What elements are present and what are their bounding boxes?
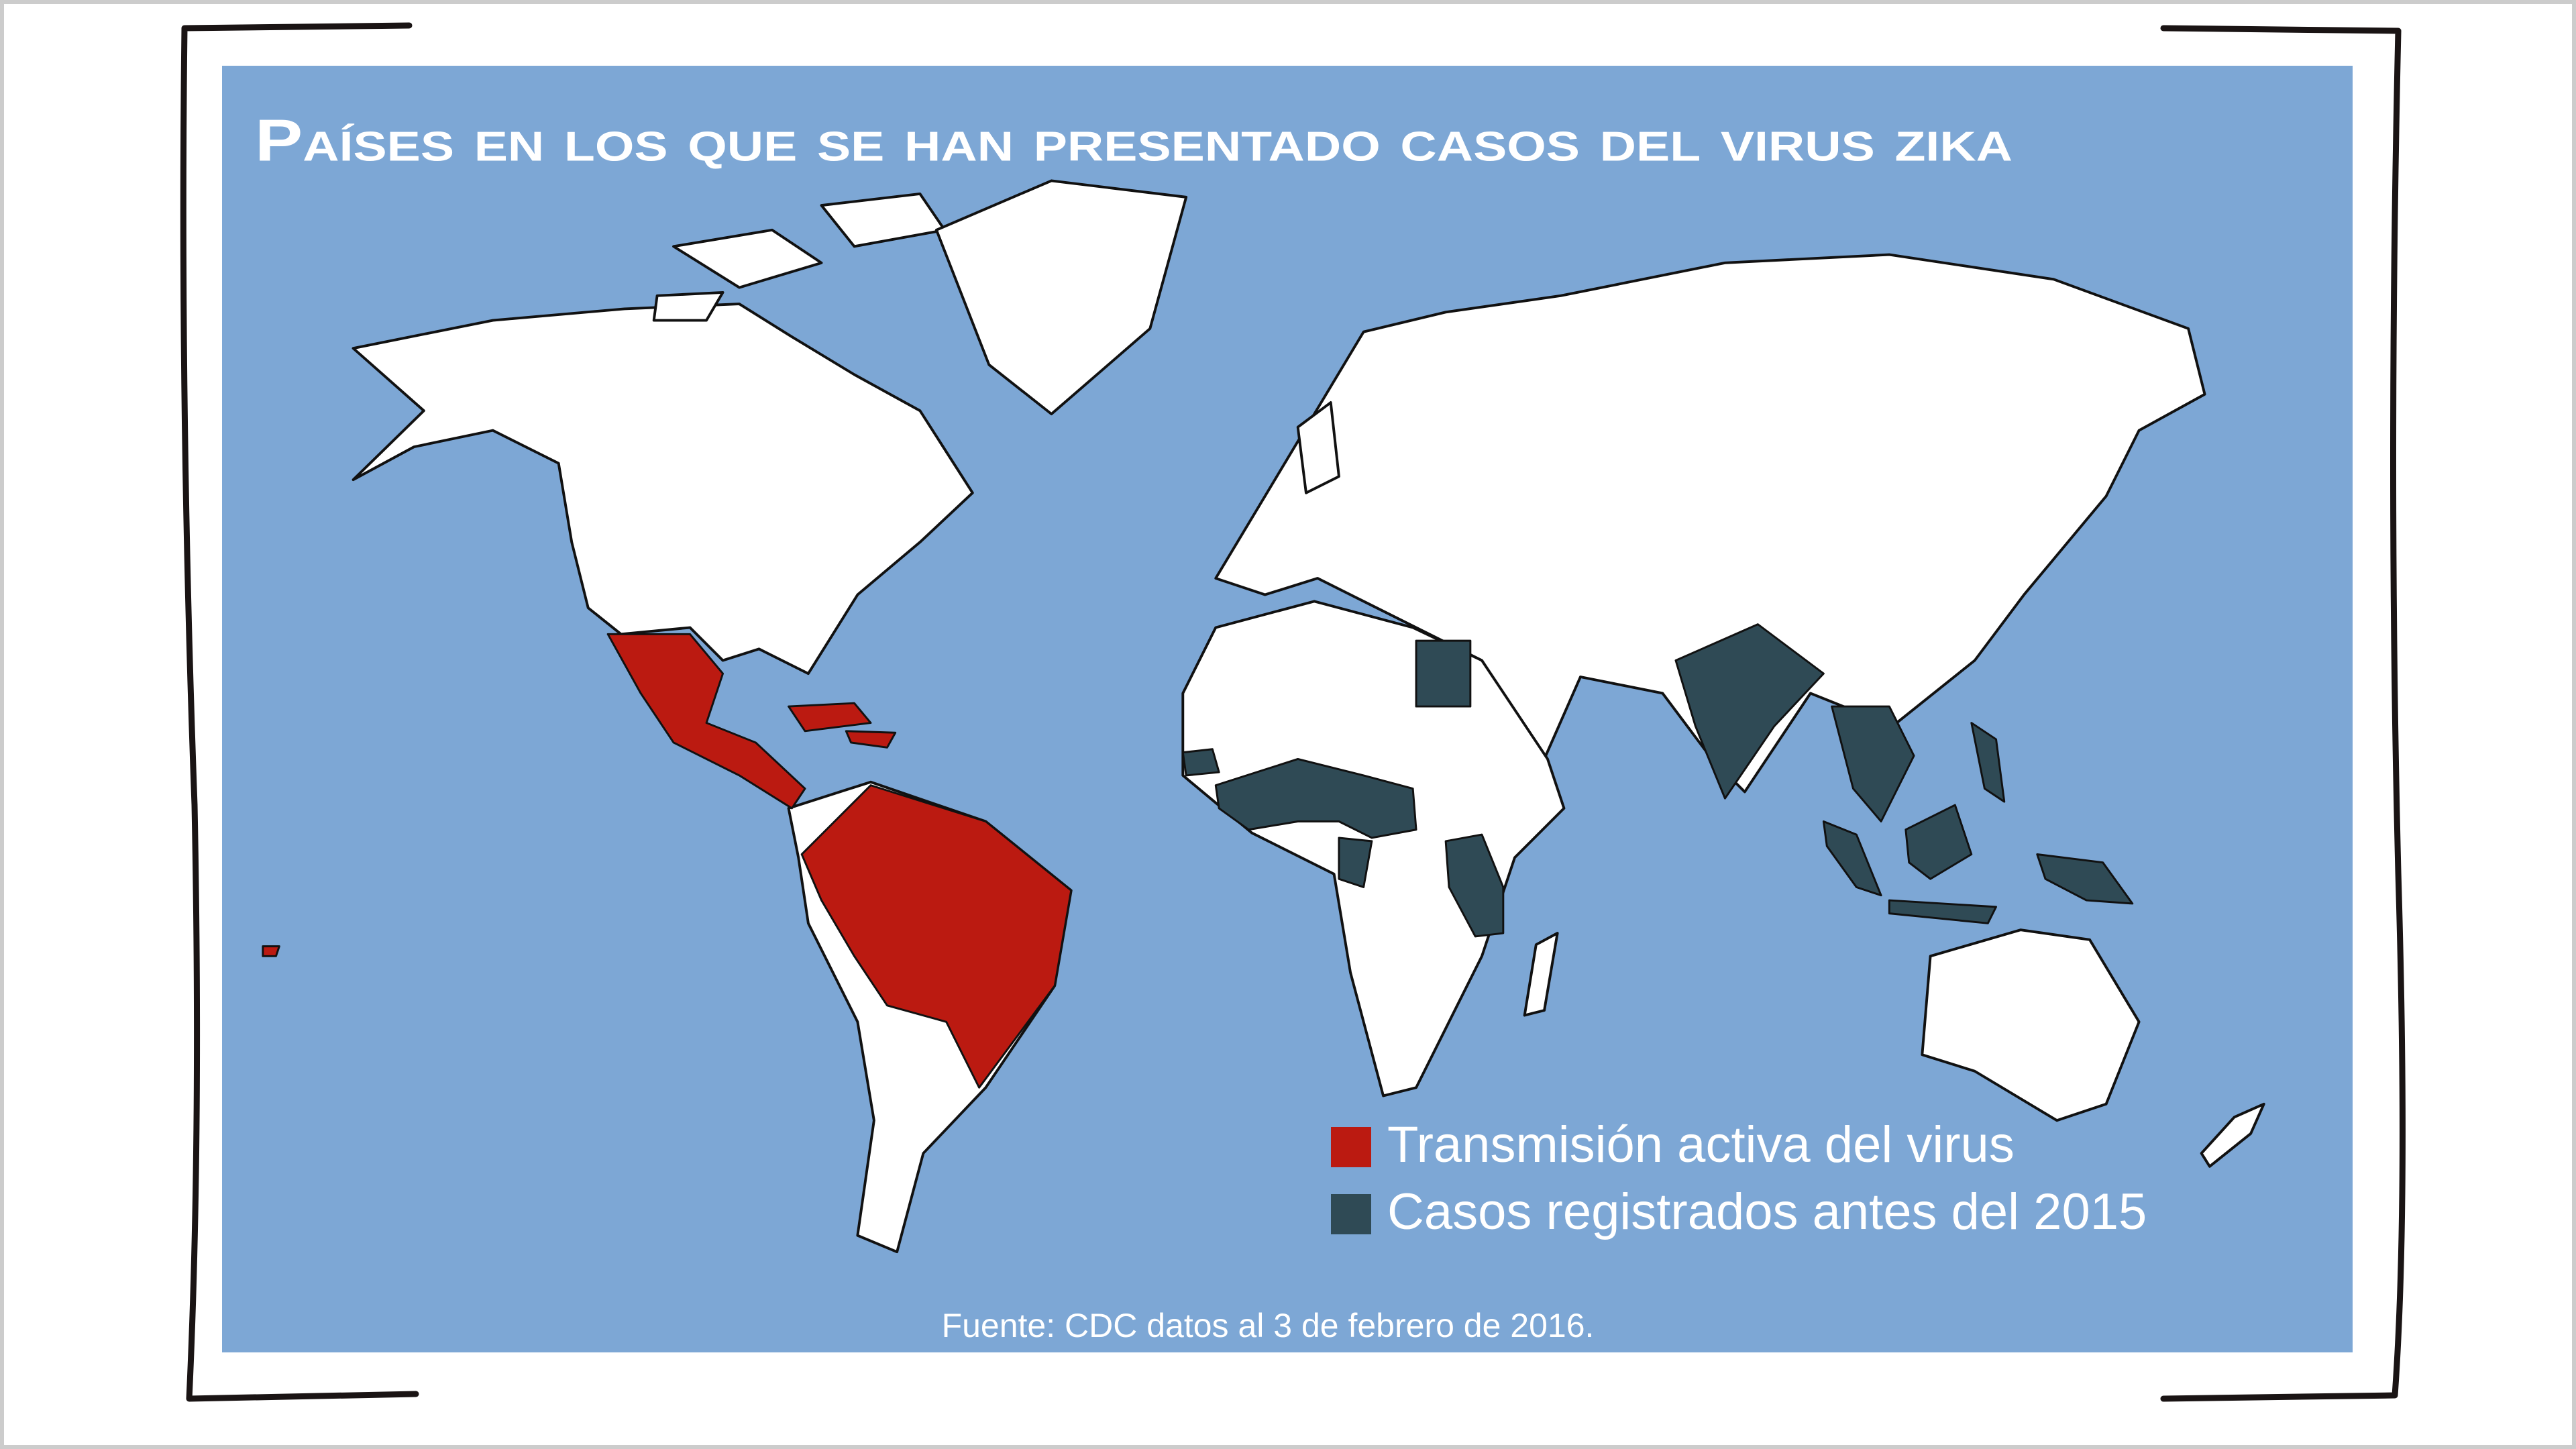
greenland — [934, 179, 1188, 416]
new-zealand — [2200, 1102, 2265, 1168]
legend-label: Casos registrados antes del 2015 — [1387, 1183, 2147, 1240]
past-region — [1415, 639, 1472, 708]
legend-swatch — [1331, 1127, 1371, 1167]
active-region — [800, 784, 1073, 1089]
legend-label: Transmisión activa del virus — [1387, 1116, 2015, 1173]
source-note: Fuente: CDC datos al 3 de febrero de 201… — [942, 1307, 1595, 1344]
past-region — [1181, 748, 1505, 938]
uk — [1296, 401, 1340, 494]
australia — [1921, 928, 2141, 1122]
legend-swatch — [1331, 1194, 1371, 1234]
past-region — [1674, 623, 1825, 800]
title: Países en los que se han presentado caso… — [255, 107, 2012, 173]
active-region — [606, 633, 806, 810]
active-region — [262, 702, 897, 957]
past-region — [1822, 705, 2134, 924]
madagascar — [1523, 932, 1559, 1017]
north-america — [352, 303, 974, 676]
world-map — [262, 179, 2265, 1254]
frame — [180, 22, 2406, 1402]
legend: Transmisión activa del virus Casos regis… — [1331, 1116, 2147, 1240]
